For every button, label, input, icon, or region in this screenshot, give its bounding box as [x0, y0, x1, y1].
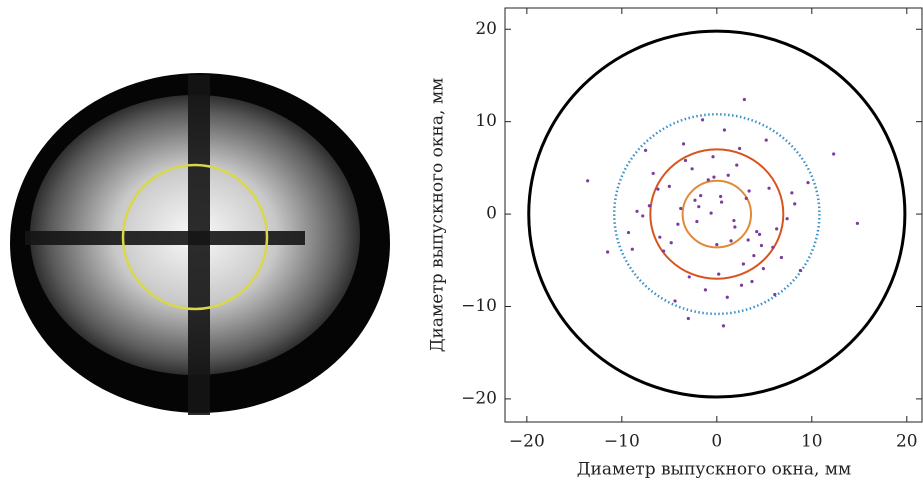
scatter-point: [683, 158, 688, 163]
x-axis-label: Диаметр выпускного окна, мм: [577, 460, 852, 480]
scatter-point: [750, 279, 754, 284]
boundary-circle: [649, 148, 785, 280]
scatter-point: [676, 222, 680, 226]
scatter-point: [746, 238, 750, 242]
scatter-point: [742, 97, 746, 102]
boundary-circle: [612, 113, 821, 316]
scatter-point: [741, 262, 746, 266]
scatter-point: [729, 239, 733, 243]
scatter-point: [667, 184, 671, 188]
scatter-point: [669, 241, 673, 245]
scatter-point: [643, 148, 648, 152]
scatter-point: [761, 266, 765, 271]
x-tick-label: 10: [801, 432, 823, 452]
scatter-point: [738, 146, 742, 151]
scatter-point: [832, 152, 836, 156]
scatter-point: [771, 245, 775, 249]
scatter-point: [725, 295, 729, 299]
scatter-point: [635, 209, 639, 213]
scatter-point: [712, 175, 716, 179]
scatter-point: [586, 179, 590, 183]
plot-frame: [504, 7, 923, 423]
scatter-point: [747, 189, 751, 193]
scatter-point: [656, 187, 660, 191]
scatter-point: [695, 219, 699, 224]
boundary-circle: [527, 29, 907, 399]
scatter-point: [726, 173, 730, 177]
scatter-point: [785, 217, 789, 221]
y-tick-label: −10: [461, 296, 497, 316]
scatter-point: [681, 142, 686, 146]
scatter-point: [658, 235, 662, 239]
scatter-point: [630, 247, 634, 251]
scatter-point: [733, 225, 737, 229]
scatter-point: [722, 128, 727, 132]
scatter-point: [775, 227, 779, 231]
boundary-circle: [681, 179, 753, 249]
scatter-point: [767, 186, 771, 190]
scatter-point: [626, 230, 631, 235]
scatter-point: [690, 167, 694, 171]
scatter-point: [735, 163, 739, 167]
scatter-point: [739, 283, 744, 287]
scatter-point: [711, 155, 715, 159]
scatter-point: [673, 299, 677, 303]
scatter-point: [647, 204, 651, 208]
scatter-point: [662, 249, 666, 253]
scatter-point: [706, 178, 710, 182]
scatter-point: [715, 242, 719, 247]
scatter-point: [790, 191, 794, 195]
scatter-point: [700, 118, 705, 122]
scatter-point: [806, 181, 810, 185]
scatter-point: [641, 214, 645, 218]
scatter-point: [697, 205, 701, 209]
scatter-point: [721, 324, 726, 328]
y-axis-label: Диаметр выпускного окна, мм: [428, 78, 448, 353]
scatter-point: [798, 268, 803, 273]
scatter-point: [709, 211, 713, 215]
scatter-point: [699, 193, 703, 198]
scatter-point: [855, 221, 860, 225]
scatter-point: [687, 275, 691, 279]
scatter-point: [779, 255, 784, 260]
y-tick-label: 0: [486, 204, 497, 224]
scatter-point: [605, 250, 610, 254]
x-tick-label: −10: [604, 432, 640, 452]
x-tick-label: −20: [509, 432, 545, 452]
scatter-point: [686, 316, 690, 321]
scatter-point: [703, 288, 708, 292]
y-tick-label: −20: [461, 388, 497, 408]
scatter-point: [773, 292, 777, 297]
scatter-point: [719, 194, 723, 199]
scatter-point: [793, 202, 797, 206]
scatter-point: [651, 171, 655, 176]
scatter-point: [679, 206, 683, 211]
scatter-point: [764, 138, 768, 142]
y-tick-label: 10: [475, 111, 497, 131]
scatter-point: [755, 230, 759, 234]
x-tick-label: 0: [711, 432, 722, 452]
y-tick-label: 20: [475, 19, 497, 39]
x-tick-label: 20: [896, 432, 918, 452]
scatter-point: [717, 272, 721, 276]
scatter-point: [693, 198, 697, 202]
scatter-point: [757, 232, 762, 237]
scatter-point: [719, 200, 724, 204]
beam-image: [10, 73, 390, 415]
scatter-point: [759, 243, 764, 248]
scatter-point: [752, 254, 756, 258]
scatter-point: [744, 196, 748, 200]
scatter-point: [732, 218, 736, 223]
